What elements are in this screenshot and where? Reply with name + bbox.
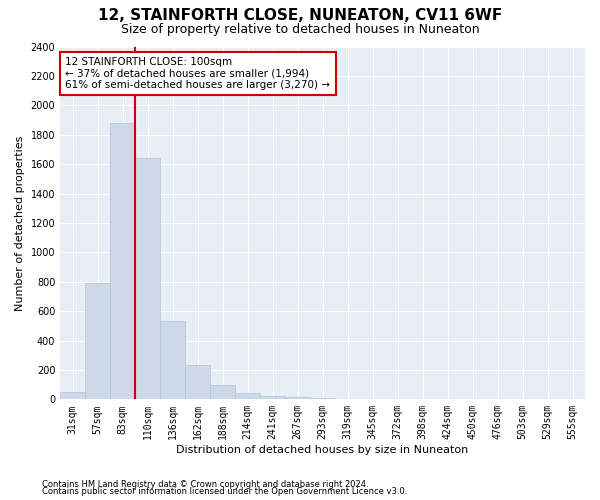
Bar (135, 158, 160, 400)
Text: 12 STAINFORTH CLOSE: 100sqm
← 37% of detached houses are smaller (1,994)
61% of : 12 STAINFORTH CLOSE: 100sqm ← 37% of det… (65, 57, 331, 90)
Y-axis label: Number of detached properties: Number of detached properties (15, 135, 25, 310)
X-axis label: Distribution of detached houses by size in Nuneaton: Distribution of detached houses by size … (176, 445, 469, 455)
Text: 12, STAINFORTH CLOSE, NUNEATON, CV11 6WF: 12, STAINFORTH CLOSE, NUNEATON, CV11 6WF (98, 8, 502, 22)
Bar (260, 396, 285, 400)
Bar (85, 283, 110, 400)
Bar (60, 392, 85, 400)
Text: Contains HM Land Registry data © Crown copyright and database right 2024.: Contains HM Land Registry data © Crown c… (42, 480, 368, 489)
Bar (185, 365, 210, 400)
Bar (210, 384, 235, 400)
Bar (235, 392, 260, 400)
Bar (335, 398, 360, 400)
Bar (160, 322, 185, 400)
Text: Size of property relative to detached houses in Nuneaton: Size of property relative to detached ho… (121, 22, 479, 36)
Bar (310, 398, 335, 400)
Bar (285, 398, 310, 400)
Bar (110, 123, 135, 400)
Text: Contains public sector information licensed under the Open Government Licence v3: Contains public sector information licen… (42, 487, 407, 496)
